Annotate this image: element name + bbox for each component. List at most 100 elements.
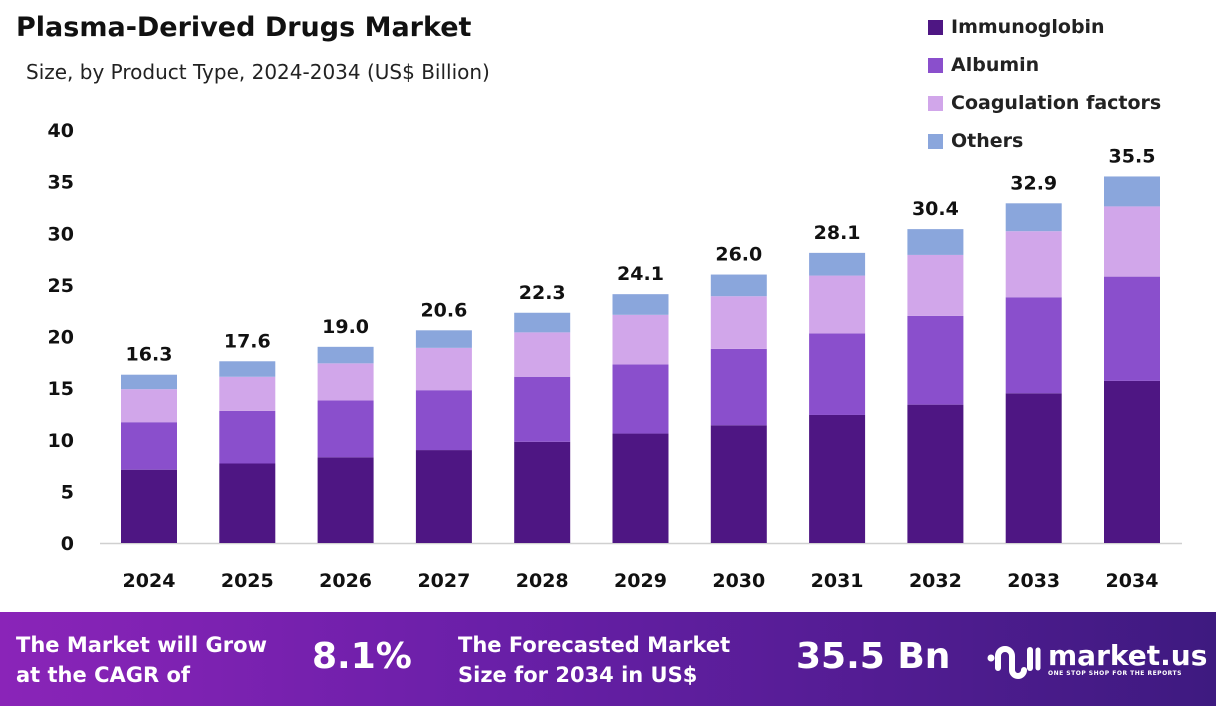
legend-swatch [928,133,943,149]
legend-item: Immunoglobin [928,8,1161,46]
cagr-value: 8.1% [312,636,412,677]
forecast-label: The Forecasted Market Size for 2034 in US… [458,630,730,690]
total-data-label: 24.1 [617,263,664,285]
x-tick-label: 2032 [909,570,962,592]
legend-item: Others [928,122,1161,160]
legend-label: Others [951,130,1024,152]
bar-segment-coagulation-factors [415,347,472,391]
bar-segment-coagulation-factors [1005,231,1062,298]
x-tick-label: 2026 [319,570,372,592]
total-data-label: 26.0 [715,244,762,266]
total-data-label: 30.4 [912,198,959,220]
total-data-label: 20.6 [420,299,467,321]
bar-segment-immunoglobin [907,404,964,543]
legend-item: Albumin [928,46,1161,84]
bar-segment-coagulation-factors [612,314,669,365]
y-tick-label: 15 [48,378,74,400]
bar-segment-immunoglobin [612,433,669,543]
legend-label: Immunoglobin [951,16,1105,38]
logo-name: market.us [1048,638,1208,672]
forecast-label-line2: Size for 2034 in US$ [458,663,698,687]
bar-segment-coagulation-factors [514,332,571,377]
legend-swatch [928,19,943,35]
legend: Immunoglobin Albumin Coagulation factors Ot… [928,8,1161,160]
bar-segment-immunoglobin [415,450,472,543]
x-tick-label: 2033 [1007,570,1060,592]
y-tick-label: 35 [48,172,74,194]
bar-segment-albumin [121,422,177,470]
bar-segment-others [612,294,669,315]
bar-segment-albumin [710,348,767,426]
bar-segment-others [415,330,472,348]
bar-segment-albumin [809,333,866,415]
total-data-label: 17.6 [224,330,271,352]
total-data-label: 22.3 [519,282,566,304]
y-tick-label: 40 [48,120,74,142]
bar-segment-immunoglobin [514,441,571,543]
forecast-label-line1: The Forecasted Market [458,633,731,657]
y-tick-label: 10 [48,430,74,452]
total-data-label: 19.0 [322,316,369,338]
bar-segment-others [121,374,177,390]
bar-segment-coagulation-factors [907,254,964,316]
bar-segment-albumin [907,315,964,405]
logo-tagline: ONE STOP SHOP FOR THE REPORTS [1048,669,1182,677]
bar-segment-immunoglobin [219,463,276,543]
bar-segment-coagulation-factors [121,389,177,423]
bar-segment-coagulation-factors [219,376,276,411]
legend-item: Coagulation factors [928,84,1161,122]
y-tick-label: 25 [48,275,74,297]
legend-label: Albumin [951,54,1040,76]
footer-banner: The Market will Grow at the CAGR of 8.1% … [0,612,1216,706]
x-tick-label: 2034 [1106,570,1159,592]
x-tick-label: 2024 [123,570,176,592]
bar-segment-immunoglobin [1005,393,1062,543]
x-tick-label: 2029 [614,570,667,592]
chart-subtitle: Size, by Product Type, 2024-2034 (US$ Bi… [26,60,490,84]
bar-segment-others [907,229,964,255]
forecast-value: 35.5 Bn [796,636,951,677]
bar-segment-immunoglobin [1104,380,1160,543]
y-tick-label: 20 [48,327,74,349]
bar-segment-immunoglobin [121,469,177,543]
market-us-logo: market.us ONE STOP SHOP FOR THE REPORTS [986,638,1207,680]
chart-title: Plasma-Derived Drugs Market [16,12,472,43]
total-data-label: 35.5 [1109,145,1156,167]
bar-segment-coagulation-factors [809,275,866,334]
bar-segment-others [710,274,767,297]
bar-segment-immunoglobin [809,414,866,543]
bar-segment-albumin [612,364,669,434]
bar-segment-others [1005,203,1062,232]
cagr-label: The Market will Grow at the CAGR of [16,630,267,690]
bar-segment-others [514,312,571,333]
legend-swatch [928,57,943,73]
x-tick-label: 2031 [811,570,864,592]
cagr-label-line2: at the CAGR of [16,663,191,687]
bar-segment-albumin [219,410,276,464]
bar-segment-albumin [1005,297,1062,394]
total-data-label: 32.9 [1010,172,1057,194]
logo-icon [987,646,1041,679]
bar-segment-albumin [317,400,374,458]
bar-segment-coagulation-factors [1104,206,1160,277]
bar-segment-immunoglobin [317,457,374,543]
stacked-bar-chart: 051015202530354016.3202417.6202519.02026… [48,120,1182,592]
bar-segment-coagulation-factors [710,296,767,349]
bar-segment-others [317,346,374,364]
x-tick-label: 2025 [221,570,274,592]
bar-segment-albumin [1104,276,1160,381]
bar-segment-others [809,252,866,276]
bar-segment-albumin [415,390,472,451]
bar-segment-others [219,361,276,377]
bar-segment-albumin [514,376,571,442]
bar-segment-immunoglobin [710,425,767,543]
total-data-label: 16.3 [126,344,173,366]
legend-label: Coagulation factors [951,92,1162,114]
bar-segment-coagulation-factors [317,363,374,401]
x-tick-label: 2027 [417,570,470,592]
y-tick-label: 30 [48,223,74,245]
y-tick-label: 5 [61,481,74,503]
cagr-label-line1: The Market will Grow [16,633,267,657]
total-data-label: 28.1 [814,222,861,244]
x-tick-label: 2028 [516,570,569,592]
